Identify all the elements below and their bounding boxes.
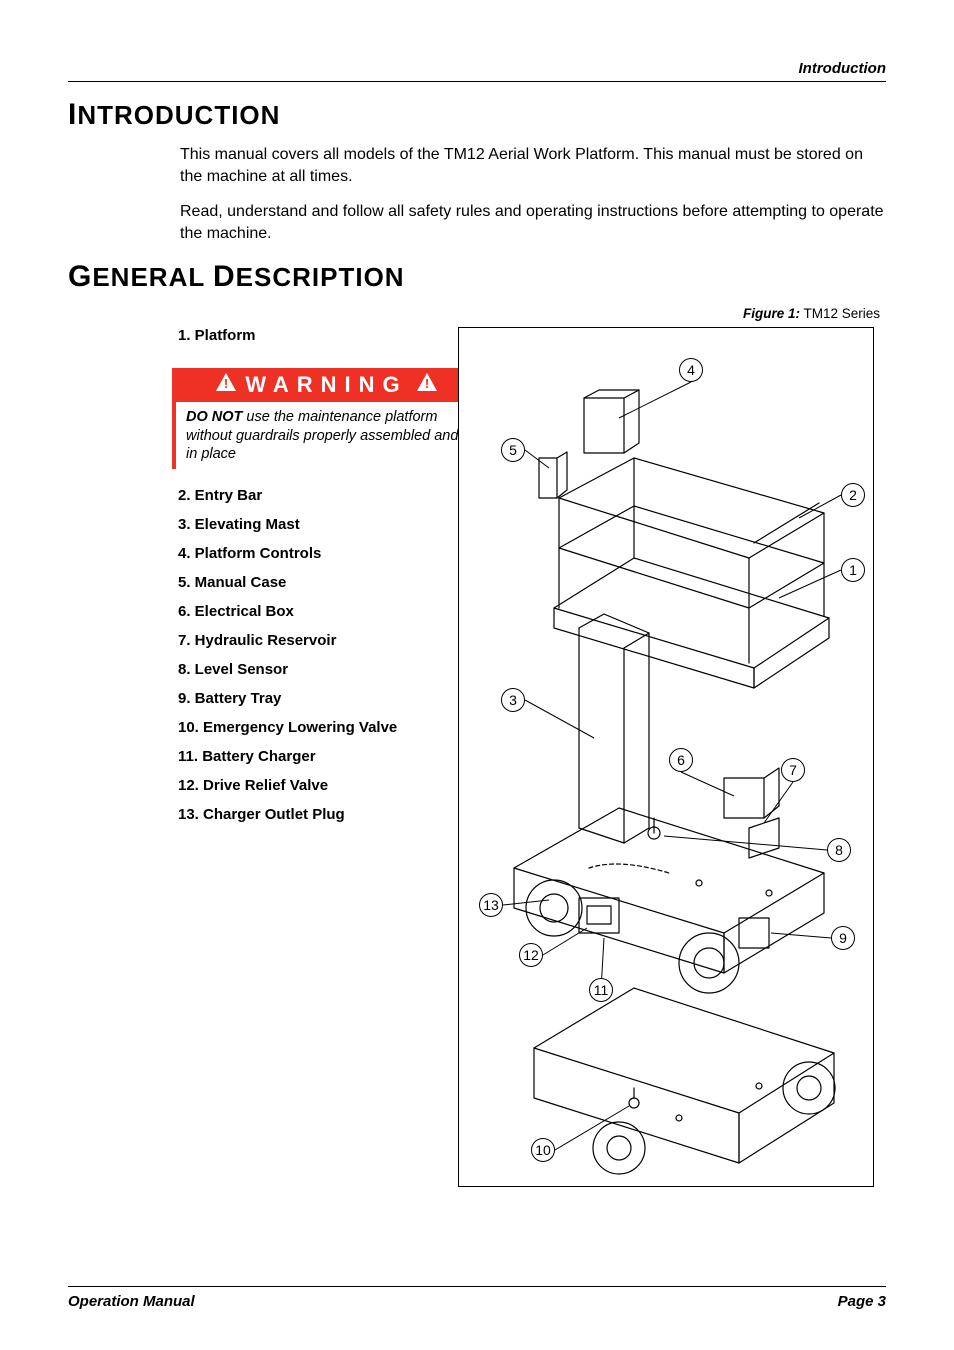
warning-donot: DO NOT bbox=[186, 409, 242, 425]
svg-text:!: ! bbox=[424, 376, 428, 391]
warning-box: ! WARNING ! DO NOT use the maintenance p… bbox=[172, 368, 477, 468]
left-column: 1. Platform ! WARNING ! DO NOT use the m… bbox=[68, 327, 438, 834]
heading-general-description: GENERAL DESCRIPTION bbox=[68, 260, 886, 294]
part-item-5: 5. Manual Case bbox=[178, 574, 438, 591]
part-item-10: 10. Emergency Lowering Valve bbox=[178, 719, 438, 736]
footer-left: Operation Manual bbox=[68, 1293, 195, 1310]
warning-title: WARNING bbox=[245, 372, 407, 398]
part-item-8: 8. Level Sensor bbox=[178, 661, 438, 678]
two-column-layout: 1. Platform ! WARNING ! DO NOT use the m… bbox=[68, 327, 886, 1187]
warning-body: DO NOT use the maintenance platform with… bbox=[176, 402, 477, 468]
part-item-7: 7. Hydraulic Reservoir bbox=[178, 632, 438, 649]
figure-diagram: 45213678139121110 bbox=[458, 327, 874, 1187]
part-item-2: 2. Entry Bar bbox=[178, 487, 438, 504]
footer: Operation Manual Page 3 bbox=[68, 1286, 886, 1310]
svg-text:!: ! bbox=[224, 376, 228, 391]
warning-header: ! WARNING ! bbox=[176, 368, 477, 402]
part-item-9: 9. Battery Tray bbox=[178, 690, 438, 707]
heading-introduction: INTRODUCTION bbox=[68, 98, 886, 132]
part-item-3: 3. Elevating Mast bbox=[178, 516, 438, 533]
warning-icon-left: ! bbox=[215, 372, 237, 398]
part-item-12: 12. Drive Relief Valve bbox=[178, 777, 438, 794]
figure-caption-text: TM12 Series bbox=[800, 306, 880, 321]
part-item-6: 6. Electrical Box bbox=[178, 603, 438, 620]
header-section-label: Introduction bbox=[68, 60, 886, 81]
part-item-1: 1. Platform bbox=[178, 327, 438, 344]
page: Introduction INTRODUCTION This manual co… bbox=[0, 0, 954, 1350]
header-rule: Introduction bbox=[68, 60, 886, 82]
figure-label: Figure 1: bbox=[743, 306, 800, 321]
warning-icon-right: ! bbox=[416, 372, 438, 398]
part-item-11: 11. Battery Charger bbox=[178, 748, 438, 765]
figure-caption: Figure 1: TM12 Series bbox=[68, 306, 886, 321]
part-item-13: 13. Charger Outlet Plug bbox=[178, 806, 438, 823]
right-column: 45213678139121110 bbox=[458, 327, 886, 1187]
intro-paragraph-1: This manual covers all models of the TM1… bbox=[180, 144, 886, 187]
footer-right: Page 3 bbox=[838, 1293, 886, 1310]
intro-paragraph-2: Read, understand and follow all safety r… bbox=[180, 201, 886, 244]
part-item-4: 4. Platform Controls bbox=[178, 545, 438, 562]
